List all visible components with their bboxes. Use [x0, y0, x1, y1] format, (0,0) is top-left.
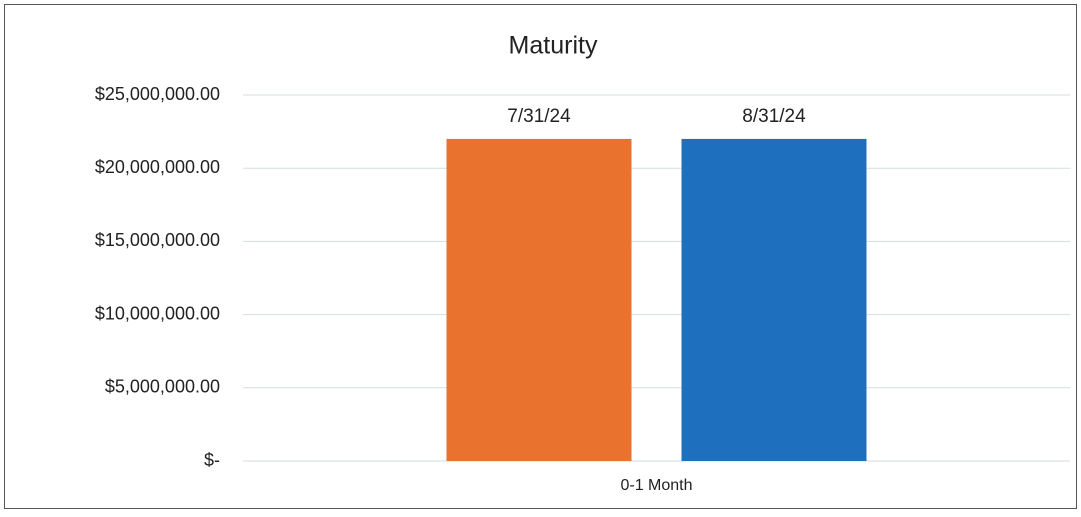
x-tick-label: 0-1 Month	[620, 477, 692, 494]
y-tick-label: $5,000,000.00	[105, 377, 220, 397]
bar	[446, 138, 632, 462]
y-tick-label: $15,000,000.00	[95, 230, 220, 250]
y-tick-label: $25,000,000.00	[95, 84, 220, 104]
bar	[681, 138, 867, 462]
series-label: 8/31/24	[742, 106, 806, 127]
y-tick-label: $10,000,000.00	[95, 303, 220, 323]
y-tick-label: $20,000,000.00	[95, 157, 220, 177]
y-tick-label: $-	[204, 450, 220, 470]
chart-title: Maturity	[509, 32, 598, 60]
series-label: 7/31/24	[507, 106, 571, 127]
